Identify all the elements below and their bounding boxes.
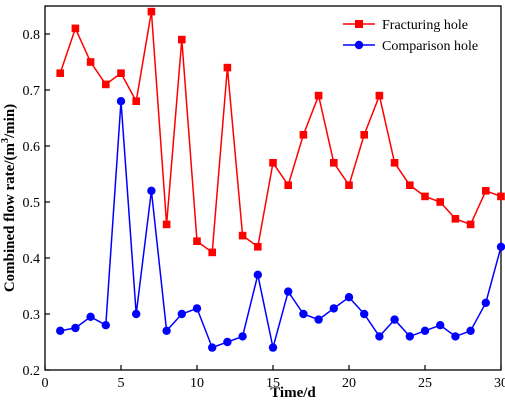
data-point [117,69,125,77]
data-point [390,315,399,324]
data-point [268,343,278,352]
x-tick-label: 0 [42,376,49,391]
legend-item-fracturing-hole: Fracturing hole [343,18,468,33]
data-point [314,91,323,100]
data-point [269,159,277,167]
data-point [481,298,490,307]
data-point [284,181,292,189]
data-point [314,315,323,324]
x-tick-label: 30 [494,376,505,391]
legend: Fracturing hole Comparison hole [343,18,478,54]
data-point [390,159,399,167]
data-point [238,332,247,341]
legend-marker-fracturing-hole [355,20,363,28]
y-tick-label: 0.2 [23,364,41,379]
series-fracturing-hole [56,7,505,257]
data-point [178,35,186,44]
data-point [360,131,368,139]
data-point [208,343,217,352]
data-point [496,242,505,251]
data-point [360,309,369,319]
data-point [375,91,384,100]
y-tick-label: 0.8 [23,28,41,43]
data-point [436,198,444,206]
data-point [238,231,247,240]
data-point [284,287,293,296]
data-point [344,293,354,302]
y-tick-label: 0.3 [23,308,41,323]
data-point [329,304,338,313]
data-point [420,326,430,335]
x-axis: 0 5 10 15 20 25 30 [42,365,505,391]
data-point [451,332,460,341]
y-tick-label: 0.4 [23,252,41,267]
data-point [466,326,475,335]
legend-marker-comparison-hole [354,40,364,50]
data-point [223,63,232,72]
data-point [132,97,140,105]
x-tick-label: 10 [190,376,204,391]
data-point [102,80,110,89]
data-point [375,332,384,341]
data-point [71,323,80,333]
y-axis-label-main: Combined flow rate/(m [2,143,18,293]
legend-item-comparison-hole: Comparison hole [343,39,478,54]
y-axis-label: Combined flow rate/(m3/min) [0,104,18,292]
legend-label-fracturing-hole: Fracturing hole [382,18,468,33]
data-point [482,187,490,195]
x-tick-label: 5 [118,376,125,391]
data-point [56,326,65,335]
data-point [101,321,111,330]
y-axis-label-sup: 3 [0,138,11,143]
data-point [253,270,262,279]
data-point [208,248,216,257]
series-comparison-hole [56,97,505,352]
data-point [162,326,171,335]
series-layer [56,7,505,352]
data-point [86,312,95,321]
data-point [406,181,414,189]
x-tick-label: 25 [418,376,432,391]
data-point [71,24,80,33]
data-point [147,186,156,195]
data-point [223,337,232,347]
y-tick-label: 0.6 [23,140,41,155]
data-point [330,159,338,167]
data-point [192,304,202,313]
data-point [421,192,429,201]
data-point [497,192,505,201]
data-point [56,69,64,77]
data-point [177,309,186,319]
data-point [299,131,308,139]
y-axis: 0.2 0.3 0.4 0.5 0.6 0.7 0.8 [23,28,50,379]
data-point [466,220,475,229]
data-point [193,237,201,245]
y-tick-label: 0.7 [23,84,41,99]
data-point [86,58,95,66]
data-point [254,243,262,251]
data-point [345,181,353,189]
x-tick-label: 15 [266,376,280,391]
data-point [436,321,445,330]
data-point [147,7,156,16]
legend-label-comparison-hole: Comparison hole [382,39,478,54]
x-tick-label: 20 [342,376,356,391]
plot-frame [44,5,502,371]
data-point [405,332,414,341]
data-point [162,220,171,229]
plot-area: 0 5 10 15 20 25 30 0.2 0.3 0.4 0.5 0.6 0.7 0.8 [23,5,505,391]
data-point [451,215,460,223]
data-point [116,97,126,106]
x-axis-label: Time/d [270,385,316,401]
y-tick-label: 0.5 [23,196,41,211]
data-point [299,309,308,319]
data-point [132,309,141,319]
series-line [60,101,502,349]
y-axis-label-tail: /min) [2,104,18,139]
